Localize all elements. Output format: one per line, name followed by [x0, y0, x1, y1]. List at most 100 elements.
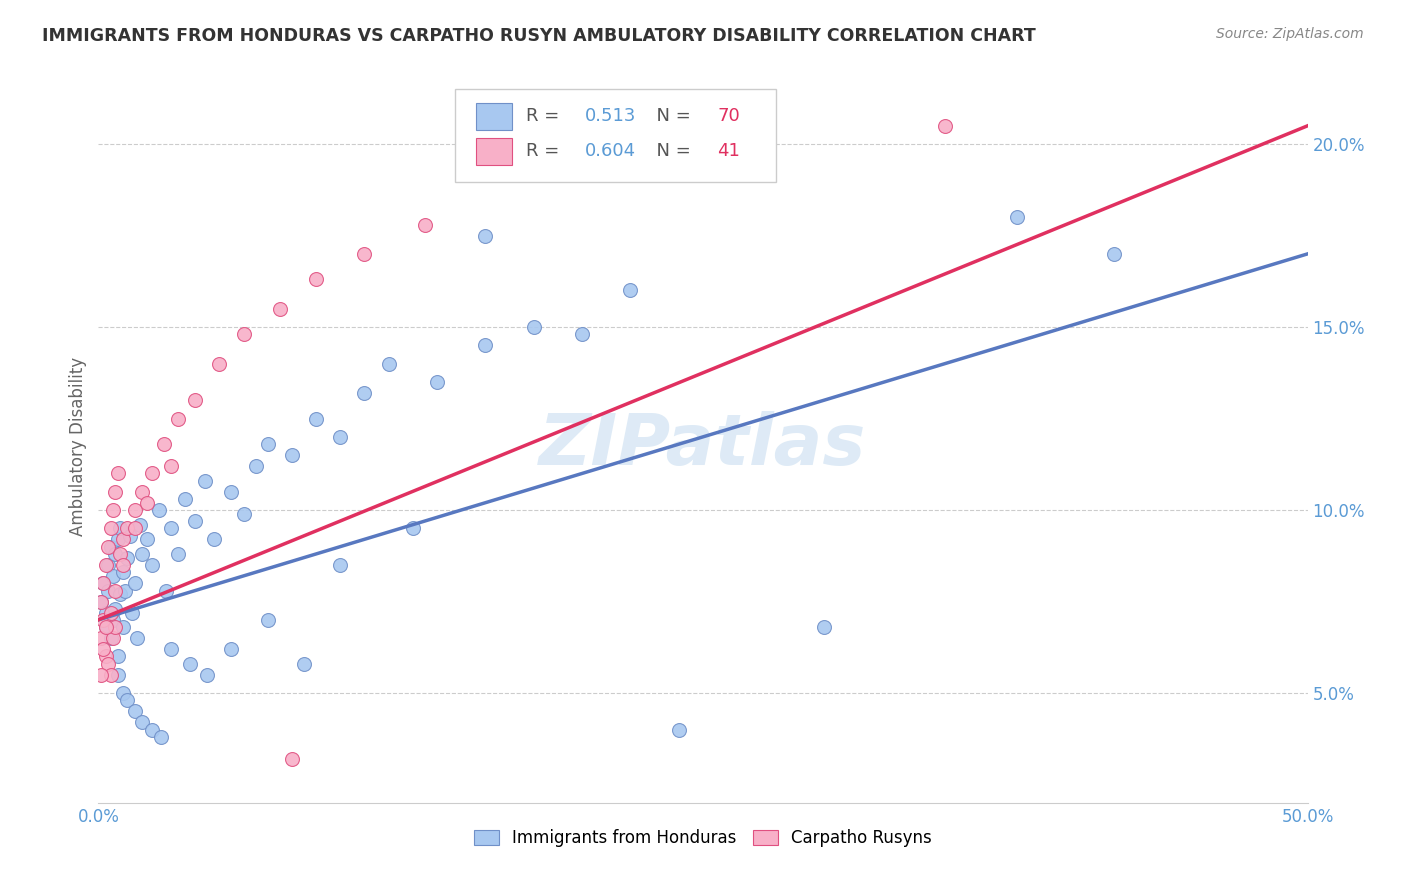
- Point: [523, 320, 546, 334]
- Point: [97, 540, 120, 554]
- Point: [117, 521, 139, 535]
- Point: [292, 657, 315, 671]
- Point: [141, 558, 163, 572]
- Point: [97, 558, 120, 572]
- Point: [934, 119, 956, 133]
- Point: [619, 284, 641, 298]
- Point: [97, 657, 120, 671]
- Point: [329, 558, 352, 572]
- Point: [221, 484, 243, 499]
- Point: [269, 301, 291, 316]
- Point: [160, 642, 183, 657]
- Point: [221, 642, 243, 657]
- Point: [104, 547, 127, 561]
- Point: [148, 503, 170, 517]
- FancyBboxPatch shape: [475, 137, 512, 165]
- Point: [97, 583, 120, 598]
- Point: [124, 521, 146, 535]
- Point: [305, 272, 328, 286]
- Point: [104, 583, 127, 598]
- Point: [94, 558, 117, 572]
- Point: [104, 484, 127, 499]
- Point: [90, 667, 112, 681]
- Text: ZIPatlas: ZIPatlas: [540, 411, 866, 481]
- Point: [474, 338, 496, 352]
- Point: [101, 569, 124, 583]
- Point: [107, 649, 129, 664]
- Point: [108, 547, 131, 561]
- Point: [100, 540, 122, 554]
- Point: [91, 613, 114, 627]
- Point: [114, 583, 136, 598]
- Point: [100, 606, 122, 620]
- Point: [107, 667, 129, 681]
- FancyBboxPatch shape: [475, 103, 512, 130]
- Point: [194, 474, 217, 488]
- Point: [174, 491, 197, 506]
- Point: [155, 583, 177, 598]
- Point: [117, 550, 139, 565]
- Point: [141, 723, 163, 737]
- Point: [474, 228, 496, 243]
- Point: [131, 484, 153, 499]
- Point: [101, 503, 124, 517]
- Legend: Immigrants from Honduras, Carpatho Rusyns: Immigrants from Honduras, Carpatho Rusyn…: [465, 821, 941, 855]
- Point: [232, 327, 254, 342]
- Point: [152, 437, 174, 451]
- Point: [813, 620, 835, 634]
- Point: [179, 657, 201, 671]
- Point: [117, 693, 139, 707]
- Text: N =: N =: [645, 143, 690, 161]
- Point: [94, 620, 117, 634]
- Point: [208, 357, 231, 371]
- Point: [91, 576, 114, 591]
- Point: [167, 411, 190, 425]
- Text: N =: N =: [645, 107, 690, 125]
- Point: [1007, 211, 1029, 225]
- Point: [281, 448, 304, 462]
- Point: [100, 667, 122, 681]
- Point: [305, 411, 328, 425]
- Point: [571, 327, 593, 342]
- Point: [131, 715, 153, 730]
- Point: [131, 547, 153, 561]
- Point: [329, 430, 352, 444]
- Point: [94, 620, 117, 634]
- Point: [127, 631, 149, 645]
- Point: [426, 375, 449, 389]
- Point: [107, 467, 129, 481]
- Point: [90, 594, 112, 608]
- Point: [141, 467, 163, 481]
- Point: [111, 566, 134, 580]
- Point: [135, 496, 157, 510]
- Text: R =: R =: [526, 107, 565, 125]
- Point: [204, 533, 226, 547]
- Point: [104, 602, 127, 616]
- Point: [111, 686, 134, 700]
- Text: IMMIGRANTS FROM HONDURAS VS CARPATHO RUSYN AMBULATORY DISABILITY CORRELATION CHA: IMMIGRANTS FROM HONDURAS VS CARPATHO RUS…: [42, 27, 1036, 45]
- Point: [1102, 247, 1125, 261]
- Text: 0.604: 0.604: [585, 143, 636, 161]
- Point: [150, 730, 173, 744]
- Point: [94, 649, 117, 664]
- Point: [256, 613, 278, 627]
- Point: [184, 514, 207, 528]
- Text: 0.513: 0.513: [585, 107, 636, 125]
- Point: [91, 642, 114, 657]
- Text: 70: 70: [717, 107, 741, 125]
- Point: [353, 247, 375, 261]
- Point: [111, 533, 134, 547]
- Point: [281, 752, 304, 766]
- Point: [124, 576, 146, 591]
- Point: [160, 459, 183, 474]
- FancyBboxPatch shape: [456, 89, 776, 182]
- Point: [111, 620, 134, 634]
- Point: [121, 606, 143, 620]
- Point: [377, 357, 399, 371]
- Point: [128, 517, 150, 532]
- Point: [108, 521, 131, 535]
- Text: Source: ZipAtlas.com: Source: ZipAtlas.com: [1216, 27, 1364, 41]
- Point: [232, 507, 254, 521]
- Point: [94, 606, 117, 620]
- Point: [184, 393, 207, 408]
